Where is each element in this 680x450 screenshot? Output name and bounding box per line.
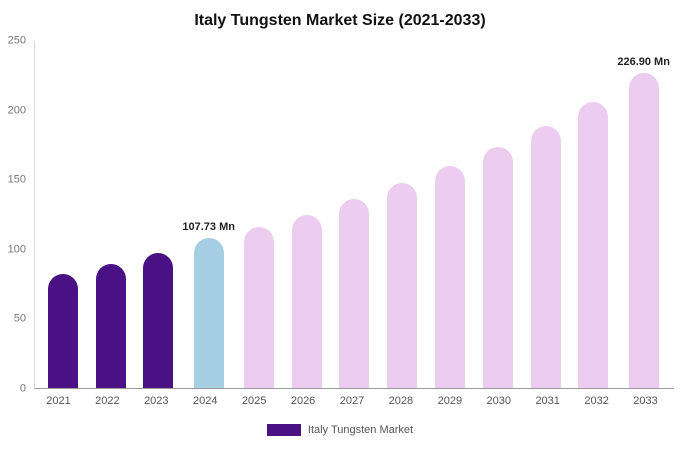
x-tick-label: 2026 xyxy=(290,395,316,407)
bar-2025[interactable] xyxy=(243,227,274,388)
bar-slot xyxy=(426,41,474,388)
legend[interactable]: Italy Tungsten Market xyxy=(0,424,680,436)
x-tick-label: 2025 xyxy=(241,395,267,407)
x-tick-label: 2032 xyxy=(584,395,609,407)
x-tick-label: 2021 xyxy=(46,395,71,407)
bar-2026[interactable] xyxy=(291,214,322,388)
bar-2029[interactable] xyxy=(435,165,466,388)
bar-value-label: 107.73 Mn xyxy=(182,221,235,234)
plot-bars: 107.73 Mn 226.90 Mn xyxy=(34,41,674,389)
y-tick-label: 50 xyxy=(13,312,26,325)
y-tick-label: 150 xyxy=(7,173,26,186)
bar-2021[interactable] xyxy=(47,274,78,388)
y-tick-label: 250 xyxy=(7,34,26,47)
x-tick-label: 2024 xyxy=(192,395,218,407)
bar-2023[interactable] xyxy=(143,253,174,388)
bar-2032[interactable] xyxy=(578,102,609,388)
y-tick-label: 0 xyxy=(19,382,26,395)
bar-slot: 107.73 Mn xyxy=(182,41,235,388)
y-axis: 0 50 100 150 200 250 xyxy=(0,35,30,394)
bar-2022[interactable] xyxy=(95,264,126,388)
bar-slot xyxy=(87,41,135,388)
bar-slot xyxy=(570,41,618,388)
bar-slot xyxy=(378,41,426,388)
bar-slot xyxy=(283,41,331,388)
bar-slot: 226.90 Mn xyxy=(617,41,670,388)
bar-slot xyxy=(474,41,522,388)
x-tick-label: 2022 xyxy=(95,395,120,407)
bar-slot xyxy=(39,41,87,388)
x-tick-label: 2031 xyxy=(535,395,560,407)
x-axis-labels: 2021 2022 2023 2024 2025 2026 2027 2028 2029 2030… xyxy=(34,395,670,407)
bar-2024[interactable] xyxy=(193,238,224,388)
x-tick-label: 2023 xyxy=(144,395,169,407)
bar-slot xyxy=(522,41,570,388)
legend-label: Italy Tungsten Market xyxy=(307,424,414,436)
x-tick-label: 2033 xyxy=(633,395,658,407)
bar-value-label: 226.90 Mn xyxy=(617,56,670,69)
x-tick-label: 2029 xyxy=(437,395,463,407)
plot-area: 0 50 100 150 200 250 107.73 Mn 226.90 Mn xyxy=(0,35,674,394)
x-tick-label: 2028 xyxy=(388,395,414,407)
bar-2028[interactable] xyxy=(387,182,418,388)
bar-slot xyxy=(235,41,283,388)
bar-slot xyxy=(135,41,183,388)
legend-swatch-icon xyxy=(266,424,301,436)
bar-slot xyxy=(331,41,379,388)
x-tick-label: 2030 xyxy=(486,395,511,407)
bar-2030[interactable] xyxy=(482,146,513,388)
bar-2031[interactable] xyxy=(530,125,561,388)
chart-title: Italy Tungsten Market Size (2021-2033) xyxy=(194,12,486,29)
y-tick-label: 200 xyxy=(7,104,26,117)
bar-2033[interactable] xyxy=(628,73,659,388)
x-tick-label: 2027 xyxy=(339,395,365,407)
bar-2027[interactable] xyxy=(339,199,370,388)
y-tick-label: 100 xyxy=(7,243,26,256)
